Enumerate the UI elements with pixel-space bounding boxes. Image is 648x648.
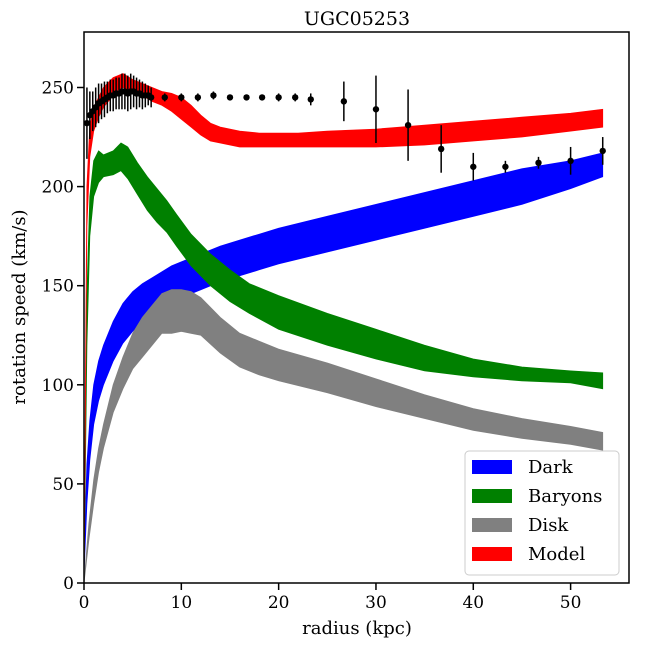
- legend-box: [464, 450, 620, 576]
- data-point: [535, 159, 542, 167]
- data-point: [404, 121, 412, 129]
- observed-point: [226, 94, 234, 101]
- data-point: [307, 96, 314, 103]
- data-point: [178, 94, 185, 101]
- observed-point: [258, 94, 266, 101]
- x-tick-label: 30: [365, 593, 387, 613]
- data-point: [275, 94, 282, 101]
- data-point: [372, 106, 380, 113]
- observed-point: [437, 125, 445, 173]
- observed-point: [502, 160, 509, 173]
- data-point: [210, 92, 217, 99]
- legend-label: Baryons: [528, 486, 602, 507]
- observed-point: [599, 137, 606, 165]
- legend-entry-dark: Dark: [472, 457, 574, 478]
- observed-point: [307, 93, 314, 106]
- observed-data-layer: [83, 73, 606, 181]
- x-tick-label: 20: [268, 593, 290, 613]
- chart-title: UGC05253: [304, 8, 410, 30]
- x-axis-label: radius (kpc): [302, 618, 412, 639]
- observed-point: [210, 91, 217, 100]
- legend-swatch: [472, 518, 512, 532]
- y-axis-label: rotation speed (km/s): [9, 209, 30, 404]
- observed-point: [147, 87, 155, 108]
- legend-entry-model: Model: [472, 544, 585, 565]
- observed-point: [275, 93, 282, 102]
- data-point: [470, 163, 477, 170]
- x-tick-label: 40: [462, 593, 484, 613]
- y-tick-label: 150: [42, 277, 74, 297]
- legend-label: Disk: [528, 515, 569, 536]
- x-axis: 0 10 20 30 40 50: [79, 583, 582, 613]
- band-layer: [83, 73, 604, 584]
- x-tick-label: 10: [171, 593, 193, 613]
- data-point: [194, 94, 202, 101]
- observed-point: [372, 75, 380, 143]
- legend-swatch: [472, 460, 512, 474]
- data-point: [599, 147, 606, 155]
- observed-point: [161, 93, 168, 102]
- data-point: [291, 94, 299, 101]
- y-tick-label: 0: [63, 574, 74, 594]
- y-axis: 0 50 100 150 200 250: [42, 78, 84, 594]
- observed-point: [194, 93, 202, 102]
- plot-frame: [83, 31, 630, 584]
- legend-swatch: [472, 547, 512, 561]
- observed-point: [567, 146, 574, 175]
- y-tick-label: 100: [42, 376, 74, 396]
- y-tick-label: 250: [42, 78, 74, 98]
- data-point: [502, 163, 509, 170]
- data-point: [226, 94, 234, 101]
- x-tick-label: 0: [79, 593, 90, 613]
- y-tick-label: 200: [42, 178, 74, 198]
- observed-point: [243, 94, 250, 101]
- legend-label: Model: [528, 544, 585, 565]
- band-disk: [83, 289, 604, 584]
- observed-point: [535, 156, 542, 169]
- data-point: [243, 94, 250, 101]
- observed-point: [340, 81, 348, 122]
- x-tick-label: 50: [560, 593, 582, 613]
- data-point: [83, 119, 91, 127]
- legend-swatch: [472, 489, 512, 503]
- observed-point: [178, 93, 185, 102]
- data-point: [258, 94, 266, 101]
- data-point: [161, 94, 168, 101]
- observed-point: [404, 89, 412, 161]
- legend: Dark Baryons Disk Model: [464, 450, 620, 576]
- y-tick-label: 50: [52, 475, 74, 495]
- data-point: [437, 145, 445, 153]
- data-point: [567, 157, 574, 165]
- data-point: [147, 94, 155, 101]
- band-baryons: [83, 142, 604, 584]
- observed-point: [470, 152, 477, 181]
- legend-entry-disk: Disk: [472, 515, 569, 536]
- observed-point: [83, 87, 91, 159]
- legend-entry-baryons: Baryons: [472, 486, 602, 507]
- data-point: [340, 98, 348, 105]
- observed-point: [291, 93, 299, 102]
- legend-label: Dark: [528, 457, 574, 478]
